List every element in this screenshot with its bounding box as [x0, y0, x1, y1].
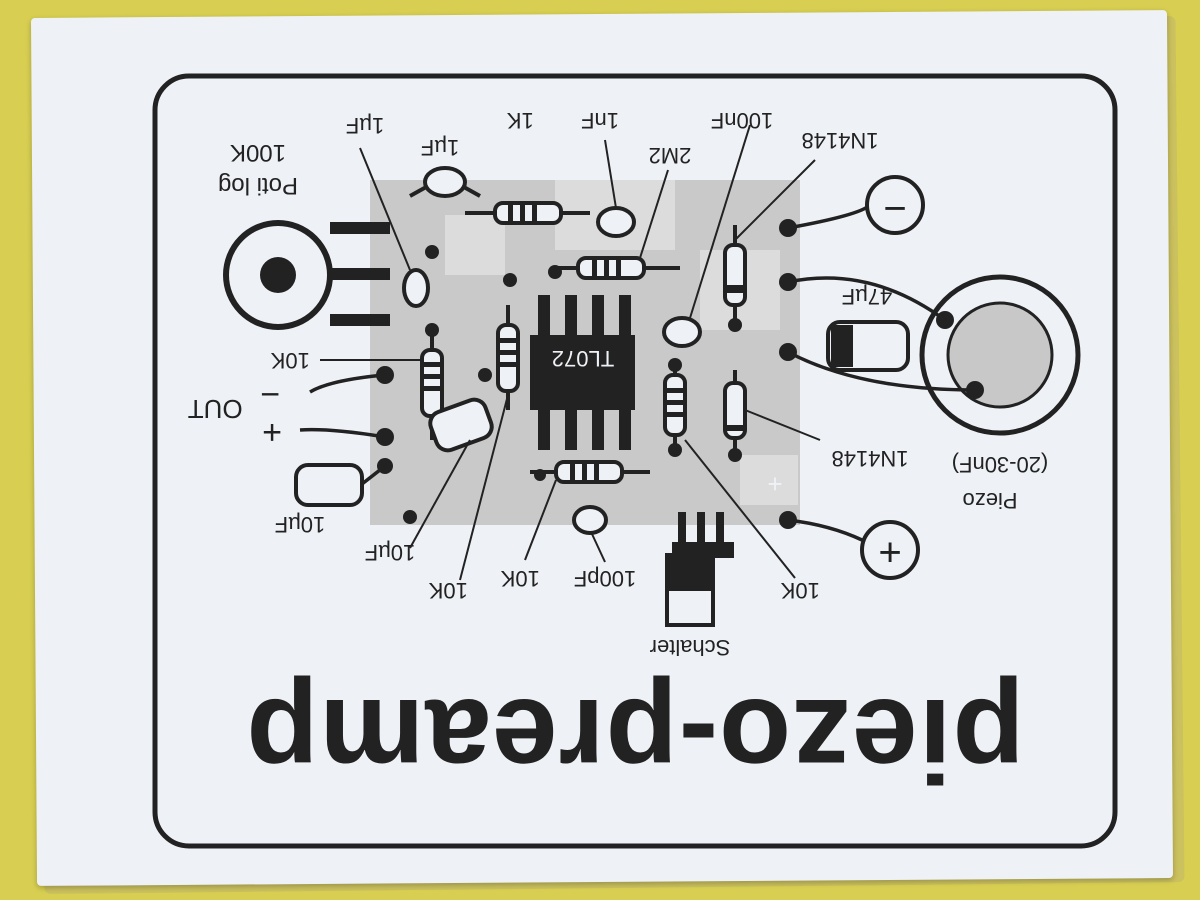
label-c2: 1µF: [421, 135, 459, 160]
label-c100pf: 100pF: [574, 566, 636, 591]
label-out-minus: −: [260, 375, 280, 413]
label-ic: TL072: [552, 346, 614, 371]
label-r10k-a: 10K: [270, 348, 309, 373]
label-c1nf: 1nF: [581, 108, 619, 133]
label-c100nf: 100nF: [711, 108, 773, 133]
label-out-plus: +: [262, 413, 282, 451]
label-piezo-range: (20-30nF): [952, 452, 1049, 477]
ic-chip: [530, 295, 635, 450]
ceramic-capacitors: [402, 166, 702, 535]
minus-terminal: −: [865, 175, 925, 235]
label-r1k: 1K: [507, 108, 534, 133]
diagram-title: piezo-preamp: [245, 674, 1024, 806]
switch: [665, 512, 734, 627]
plus-terminal: +: [860, 520, 920, 580]
label-poti-value: 100K: [230, 139, 286, 166]
svg-text:−: −: [883, 186, 906, 230]
label-schalter: Schalter: [650, 635, 731, 660]
label-r2m2: 2M2: [649, 143, 692, 168]
label-r10k-d: 10K: [780, 578, 819, 603]
label-r10k-b: 10K: [428, 578, 467, 603]
resistor-bands: [422, 203, 745, 482]
leader-lines: [320, 124, 821, 581]
diagram-border: [152, 73, 1118, 849]
label-out: OUT: [188, 394, 243, 424]
label-c1: 1µF: [346, 113, 384, 138]
label-piezo: Piezo: [962, 488, 1017, 513]
potentiometer: [223, 220, 390, 330]
label-pad-plus: +: [767, 469, 782, 499]
piezo-disc: [919, 274, 1081, 436]
component-labels: Poti log 100K 1µF 1µF 1K 1nF 2M2 100nF 1…: [188, 108, 1049, 660]
label-r10k-c: 10K: [500, 566, 539, 591]
label-c10uf-b: 10µF: [365, 540, 416, 565]
label-d2: 1N4148: [831, 446, 908, 471]
electrolytic-capacitors: [294, 320, 910, 507]
svg-text:+: +: [878, 530, 901, 574]
label-d1: 1N4148: [801, 128, 878, 153]
label-poti: Poti log: [218, 172, 298, 199]
label-c10uf-a: 10µF: [275, 512, 326, 537]
label-c47: 47µF: [842, 284, 893, 309]
